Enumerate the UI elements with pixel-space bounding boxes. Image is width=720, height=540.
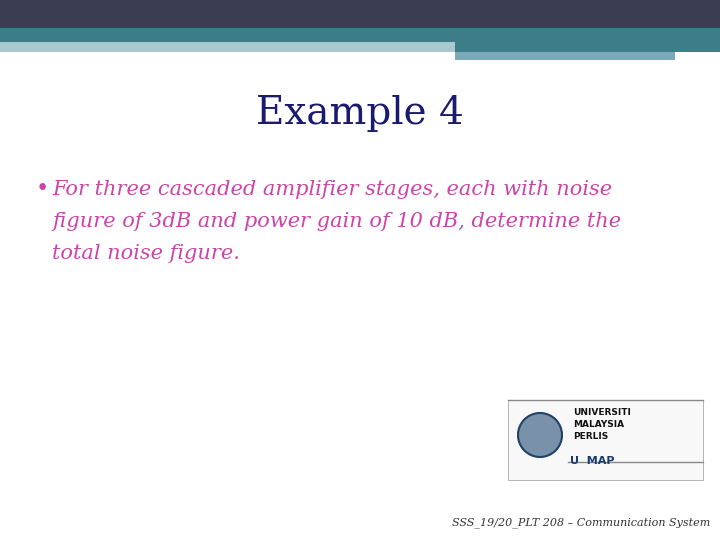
Bar (0, 0, 720, 28)
Bar (0, 42, 455, 52)
Bar (455, 52, 675, 60)
Bar (0, 28, 720, 42)
Text: SSS_19/20_PLT 208 – Communication System: SSS_19/20_PLT 208 – Communication System (451, 517, 710, 528)
Text: UNIVERSITI
MALAYSIA
PERLIS: UNIVERSITI MALAYSIA PERLIS (573, 408, 631, 441)
Text: total noise figure.: total noise figure. (52, 244, 240, 263)
Text: Example 4: Example 4 (256, 95, 464, 132)
Bar (455, 42, 720, 52)
Circle shape (518, 413, 562, 457)
Text: •: • (36, 178, 49, 200)
Text: For three cascaded amplifier stages, each with noise: For three cascaded amplifier stages, eac… (52, 180, 612, 199)
Text: figure of 3dB and power gain of 10 dB, determine the: figure of 3dB and power gain of 10 dB, d… (52, 212, 621, 231)
Bar (508, 400, 703, 480)
Text: U  MAP: U MAP (570, 456, 614, 466)
